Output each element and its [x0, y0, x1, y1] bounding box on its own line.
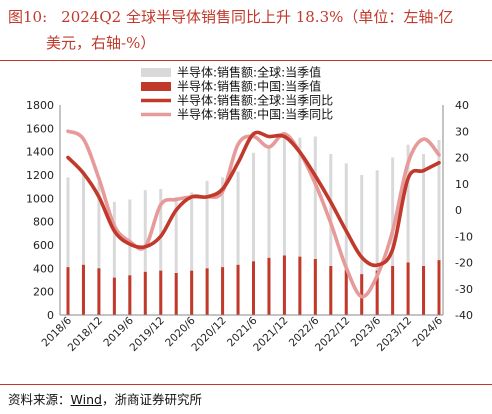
- global-bar: [282, 137, 286, 315]
- china-bar: [143, 271, 147, 315]
- china-bar: [422, 266, 426, 315]
- x-tick-label: 2023/12: [375, 315, 414, 354]
- left-tick-label: 1200: [26, 169, 54, 182]
- global-bar: [437, 140, 441, 315]
- global-bar: [329, 154, 333, 315]
- global-bar: [190, 192, 194, 315]
- china-bar: [221, 267, 225, 315]
- x-tick-label: 2018/12: [66, 315, 105, 354]
- global-bars: [66, 136, 441, 315]
- legend-label: 半导体:销售额:中国:当季值: [177, 79, 321, 94]
- china-bar: [313, 259, 317, 315]
- global-bar: [313, 136, 317, 315]
- right-tick-label: -30: [455, 283, 473, 296]
- global-bar: [81, 171, 85, 315]
- china-bar: [174, 273, 178, 315]
- china-bar: [66, 267, 70, 315]
- figure-title-line2: 美元，右轴-%）: [46, 34, 156, 52]
- x-tick-label: 2019/12: [128, 315, 167, 354]
- global-bar: [344, 163, 348, 315]
- china-yoy-line: [66, 129, 441, 299]
- left-tick-label: 0: [47, 309, 54, 322]
- global-bar: [267, 145, 271, 315]
- left-tick-label: 1800: [26, 99, 54, 112]
- x-tick-label: 2021/12: [251, 315, 290, 354]
- source-prefix: 资料来源：: [8, 392, 71, 407]
- global-bar: [406, 144, 410, 315]
- global-bar: [66, 177, 70, 315]
- global-bar: [236, 171, 240, 315]
- x-tick-label: 2024/6: [411, 314, 446, 349]
- right-tick-label: 20: [455, 152, 469, 165]
- china-bar: [344, 269, 348, 315]
- x-tick-label: 2022/12: [313, 315, 352, 354]
- china-bar: [267, 257, 271, 315]
- china-bar: [282, 255, 286, 315]
- china-bar: [112, 277, 116, 315]
- china-bar: [360, 274, 364, 315]
- legend-label: 半导体:销售额:中国:当季同比: [177, 107, 333, 122]
- right-tick-label: 30: [455, 125, 469, 138]
- source-wind: Wind: [70, 392, 102, 407]
- chart: 半导体:销售额:全球:当季值半导体:销售额:中国:当季值半导体:销售额:全球:当…: [26, 65, 473, 354]
- legend-swatch: [141, 68, 171, 77]
- right-tick-label: -20: [455, 257, 473, 270]
- right-tick-label: -40: [455, 309, 473, 322]
- right-tick-label: -10: [455, 230, 473, 243]
- china-bar: [437, 260, 441, 315]
- right-tick-label: 10: [455, 178, 469, 191]
- figure-number: 图10:: [8, 8, 48, 26]
- global-bar: [174, 197, 178, 315]
- bottom-rule: [0, 384, 492, 385]
- global-bar: [97, 182, 101, 315]
- top-rule: [0, 60, 492, 61]
- china-bar: [97, 268, 101, 315]
- global-bar: [143, 190, 147, 315]
- china-bar: [375, 270, 379, 315]
- global-bar: [360, 175, 364, 315]
- legend-swatch: [141, 82, 171, 91]
- left-tick-label: 1400: [26, 146, 54, 159]
- x-tick-label: 2020/12: [189, 315, 228, 354]
- legend: 半导体:销售额:全球:当季值半导体:销售额:中国:当季值半导体:销售额:全球:当…: [141, 65, 333, 122]
- yoy-lines: [66, 129, 441, 299]
- global-bar: [128, 199, 132, 315]
- legend-label: 半导体:销售额:全球:当季值: [177, 65, 321, 80]
- left-tick-label: 600: [33, 239, 54, 252]
- source-note: 资料来源：Wind，浙商证券研究所: [8, 389, 202, 408]
- left-tick-label: 1600: [26, 122, 54, 135]
- global-bar: [252, 152, 255, 315]
- china-bars: [66, 255, 441, 315]
- global-bar: [159, 189, 163, 315]
- left-tick-label: 800: [33, 216, 54, 229]
- right-tick-label: 40: [455, 99, 469, 112]
- china-bar: [159, 270, 163, 315]
- legend-label: 半导体:销售额:全球:当季同比: [177, 93, 333, 108]
- china-bar: [252, 261, 255, 315]
- global-bar: [422, 154, 426, 315]
- global-bar: [375, 170, 379, 315]
- global-bar: [205, 180, 209, 315]
- figure-title-line1: 2024Q2 全球半导体销售同比上升 18.3%（单位：左轴-亿: [61, 8, 454, 26]
- figure-title: 图10: 2024Q2 全球半导体销售同比上升 18.3%（单位：左轴-亿 美元，…: [8, 4, 488, 56]
- china-bar: [205, 268, 209, 315]
- global-bar: [221, 177, 225, 315]
- china-bar: [329, 266, 333, 315]
- global-bar: [298, 137, 302, 315]
- global-yoy-line: [66, 130, 441, 268]
- china-bar: [236, 264, 240, 315]
- china-bar: [81, 264, 85, 315]
- right-tick-label: 0: [455, 204, 462, 217]
- left-tick-label: 400: [33, 262, 54, 275]
- china-bar: [391, 266, 395, 315]
- left-tick-label: 1000: [26, 192, 54, 205]
- left-tick-label: 200: [33, 286, 54, 299]
- source-suffix: ，浙商证券研究所: [101, 392, 202, 407]
- china-bar: [190, 270, 194, 315]
- china-bar: [298, 256, 302, 315]
- china-bar: [128, 275, 132, 315]
- global-bar: [112, 201, 116, 315]
- china-bar: [406, 262, 410, 315]
